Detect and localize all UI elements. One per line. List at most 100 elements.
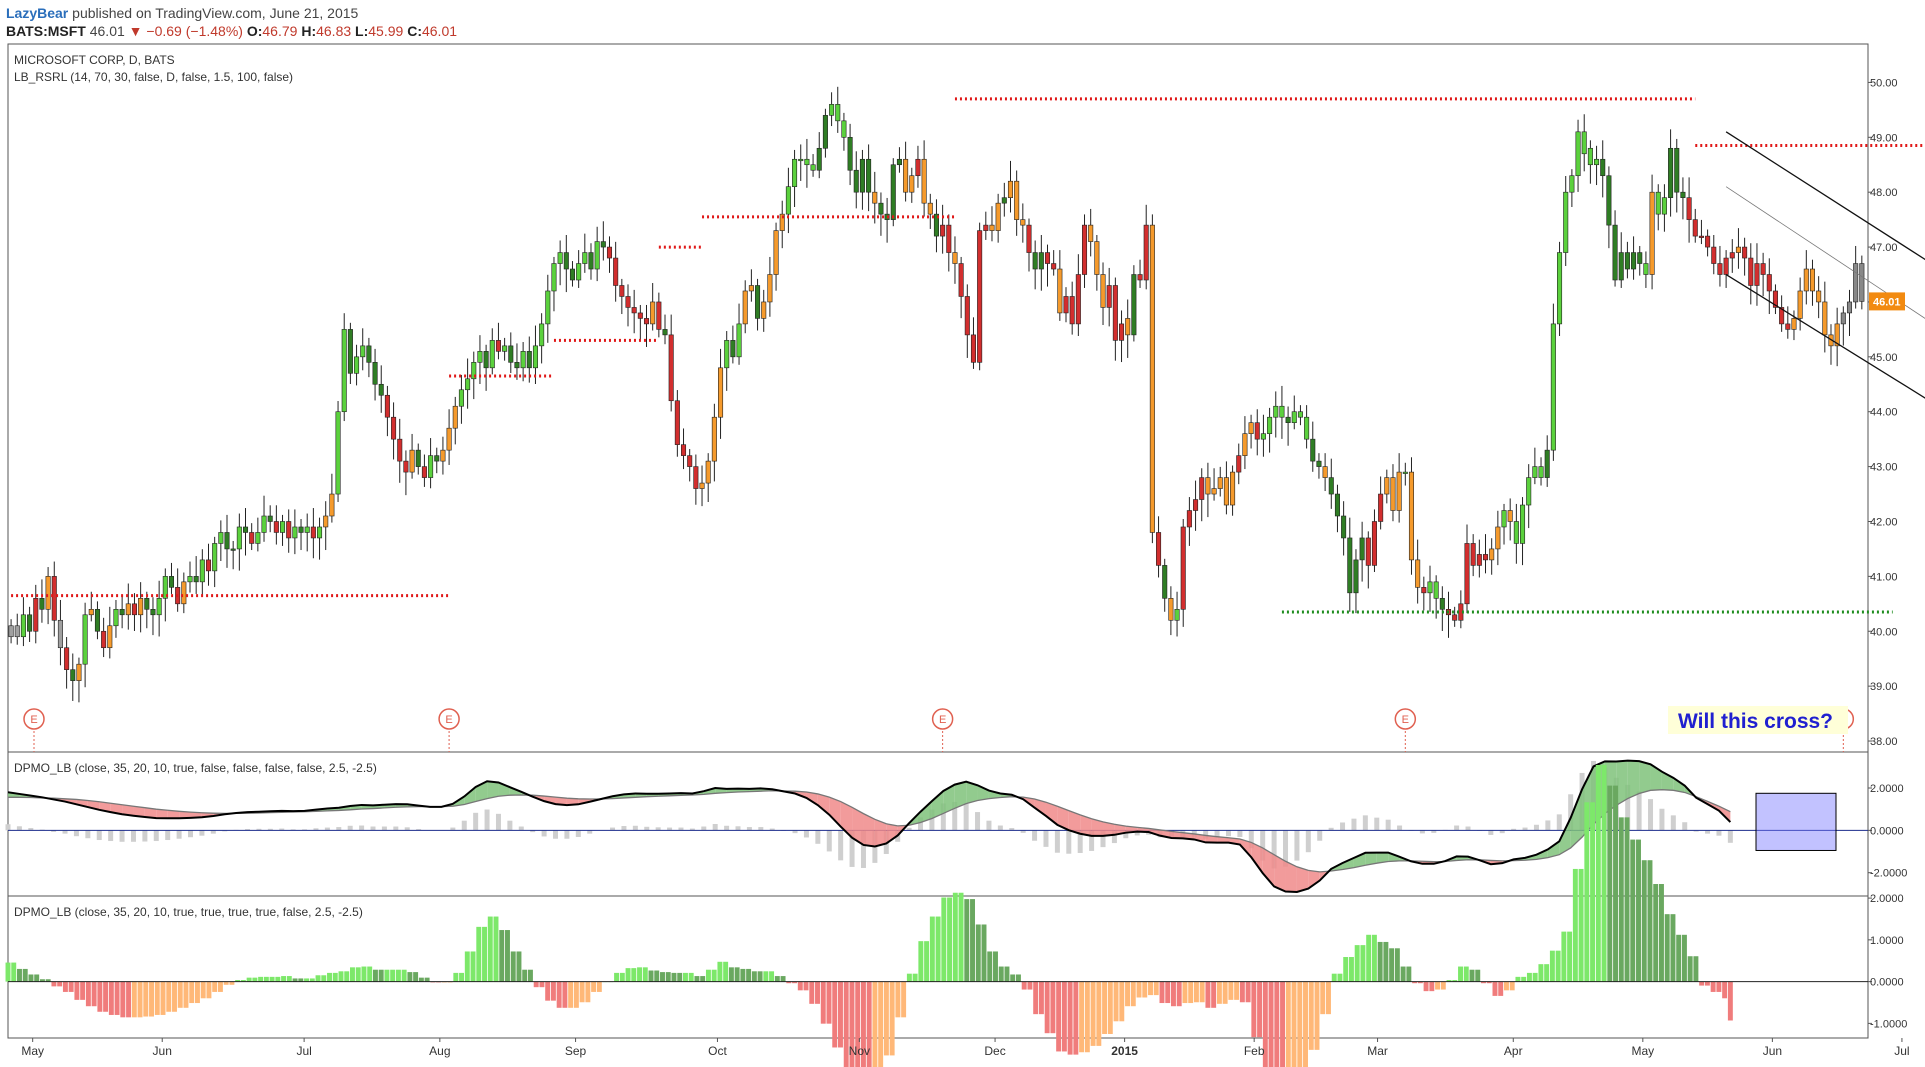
candle-body — [341, 329, 347, 413]
publish-line: LazyBear published on TradingView.com, J… — [6, 5, 358, 21]
histogram-bar — [263, 976, 269, 982]
pmo-hist-bar — [495, 813, 501, 831]
candle-body — [952, 252, 958, 264]
histogram-bar — [344, 971, 350, 982]
candle-body — [1156, 532, 1162, 566]
candle-body — [107, 625, 113, 649]
histogram-bar — [459, 972, 465, 982]
histogram-bar — [1228, 981, 1234, 1000]
candle-body — [1279, 405, 1285, 418]
histogram-bar — [1509, 981, 1515, 991]
candle-body — [335, 411, 341, 495]
histogram-bar — [91, 981, 97, 1007]
histogram-bar — [114, 981, 120, 1015]
histogram-bar — [401, 969, 407, 982]
time-tick-label: Jun — [153, 1044, 172, 1058]
pmo-hist-bar — [130, 830, 136, 842]
candle-body — [415, 449, 421, 467]
candle-body — [1840, 312, 1846, 325]
candle-body — [816, 147, 822, 171]
histogram-bar — [1136, 981, 1142, 998]
histogram-bar — [596, 981, 602, 992]
histogram-bar — [970, 899, 975, 982]
candle-body — [699, 482, 705, 489]
author-link[interactable]: LazyBear — [6, 5, 69, 21]
candle-body — [1513, 521, 1519, 544]
histogram-bar — [889, 981, 895, 1056]
pmo-hist-bar — [153, 830, 159, 842]
histogram-bar — [315, 975, 321, 982]
histogram-bar — [217, 981, 223, 992]
candle-body — [489, 340, 495, 369]
histogram-bar — [1165, 981, 1171, 1004]
candle-body — [378, 383, 384, 396]
pmo-fill — [1342, 857, 1354, 870]
pmo-tick-label: 0.0000 — [1870, 825, 1904, 837]
candle-body — [242, 526, 249, 533]
histogram-bar — [682, 972, 688, 982]
histogram-bar — [62, 981, 68, 992]
histogram-bar — [131, 981, 137, 1018]
candle-body — [643, 318, 650, 325]
pmo-fill — [1171, 831, 1183, 839]
candle-body — [329, 493, 335, 517]
pmo-hist-bar — [1727, 830, 1733, 843]
histogram-bar — [728, 967, 734, 982]
candle-body — [1421, 587, 1427, 594]
histogram-bar — [487, 916, 493, 982]
candle-body — [1384, 477, 1390, 495]
candle-body — [1809, 268, 1815, 292]
earnings-label: E — [445, 714, 452, 726]
pmo-hist-bar — [575, 830, 581, 837]
pmo-fill — [1045, 802, 1058, 825]
histogram-bar — [194, 981, 200, 1004]
pmo-hist-bar — [1225, 830, 1231, 837]
pmo-fill — [122, 804, 134, 816]
candle-body — [1402, 471, 1408, 474]
pmo-fill — [943, 784, 955, 814]
pmo-fill — [920, 801, 932, 823]
histogram-bars — [5, 764, 1733, 1067]
histogram-bar — [1291, 981, 1297, 1067]
pmo-fill — [555, 797, 567, 806]
pmo-hist-bar — [279, 828, 285, 831]
pmo-fill — [1217, 836, 1229, 843]
histogram-bar — [149, 981, 154, 1017]
histogram-bar — [1343, 957, 1349, 982]
pmo-hist-bar — [769, 828, 775, 831]
pmo-hist-bar — [1397, 825, 1403, 831]
histogram-bar — [172, 981, 177, 1012]
candle-body — [755, 285, 761, 319]
histogram-bar — [740, 968, 746, 982]
candle-body — [1594, 158, 1600, 166]
pmo-fill — [487, 781, 499, 799]
candle-body — [64, 647, 70, 670]
pmo-fill — [133, 806, 145, 818]
low-value: 45.99 — [368, 23, 404, 39]
histogram-bar — [1699, 981, 1705, 986]
histogram-bar — [1130, 981, 1136, 1007]
histogram-bar — [240, 980, 246, 982]
histogram-bar — [786, 981, 792, 984]
pmo-hist-bar — [1009, 828, 1015, 831]
histogram-bar — [1113, 981, 1119, 1022]
histogram-bar — [1262, 981, 1268, 1067]
histogram-bar — [5, 962, 11, 982]
histogram-bar — [700, 976, 706, 982]
histogram-bar — [1050, 981, 1056, 1034]
candle-body — [1624, 252, 1630, 270]
candle-body — [76, 663, 82, 681]
candle-body — [977, 230, 983, 363]
candle-body — [514, 362, 520, 369]
candle-body — [613, 257, 619, 286]
candle-body — [360, 345, 366, 358]
price-tick-label: 44.00 — [1870, 407, 1898, 419]
candle-body — [1501, 510, 1507, 528]
histogram-bar — [246, 977, 252, 982]
candle-body — [1618, 252, 1624, 281]
candle-body — [1711, 246, 1717, 264]
channel-line — [1725, 186, 1925, 319]
candle-body — [903, 158, 909, 193]
time-tick-label: Jul — [1894, 1044, 1909, 1058]
